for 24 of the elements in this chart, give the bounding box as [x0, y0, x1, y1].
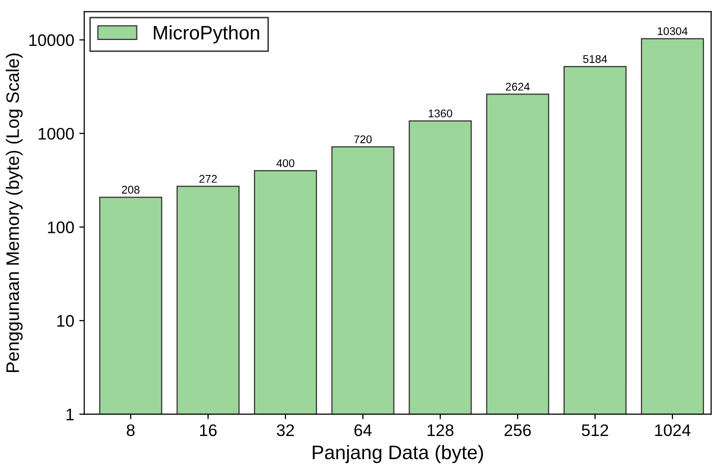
y-tick-label: 1 — [66, 408, 74, 420]
x-tick-label: 256 — [504, 424, 531, 436]
y-axis-title: Penggunaan Memory (byte) (Log Scale) — [6, 53, 23, 372]
data-label: 10304 — [658, 27, 688, 36]
data-label: 2624 — [506, 82, 530, 91]
x-tick-label: 1024 — [655, 424, 690, 436]
x-tick-label: 128 — [428, 424, 454, 436]
x-tick-label: 8 — [126, 424, 135, 436]
data-label: 5184 — [583, 55, 608, 63]
x-tick-label: 32 — [276, 424, 294, 436]
data-label: 208 — [122, 186, 140, 194]
y-tick-label: 1000 — [38, 128, 74, 140]
y-tick-label: 100 — [48, 221, 74, 234]
x-tick-label: 64 — [354, 424, 372, 436]
data-label: 272 — [199, 174, 217, 183]
x-axis-title: Panjang Data (byte) — [312, 444, 483, 464]
y-tick-label: 10000 — [29, 34, 74, 46]
x-tick-label: 16 — [200, 424, 217, 436]
data-label: 1360 — [428, 110, 452, 118]
x-tick-label: 512 — [582, 424, 608, 436]
data-label: 400 — [276, 159, 294, 168]
data-label: 720 — [354, 135, 372, 144]
legend-label: MicroPython — [154, 25, 260, 44]
y-tick-label: 10 — [57, 315, 74, 327]
